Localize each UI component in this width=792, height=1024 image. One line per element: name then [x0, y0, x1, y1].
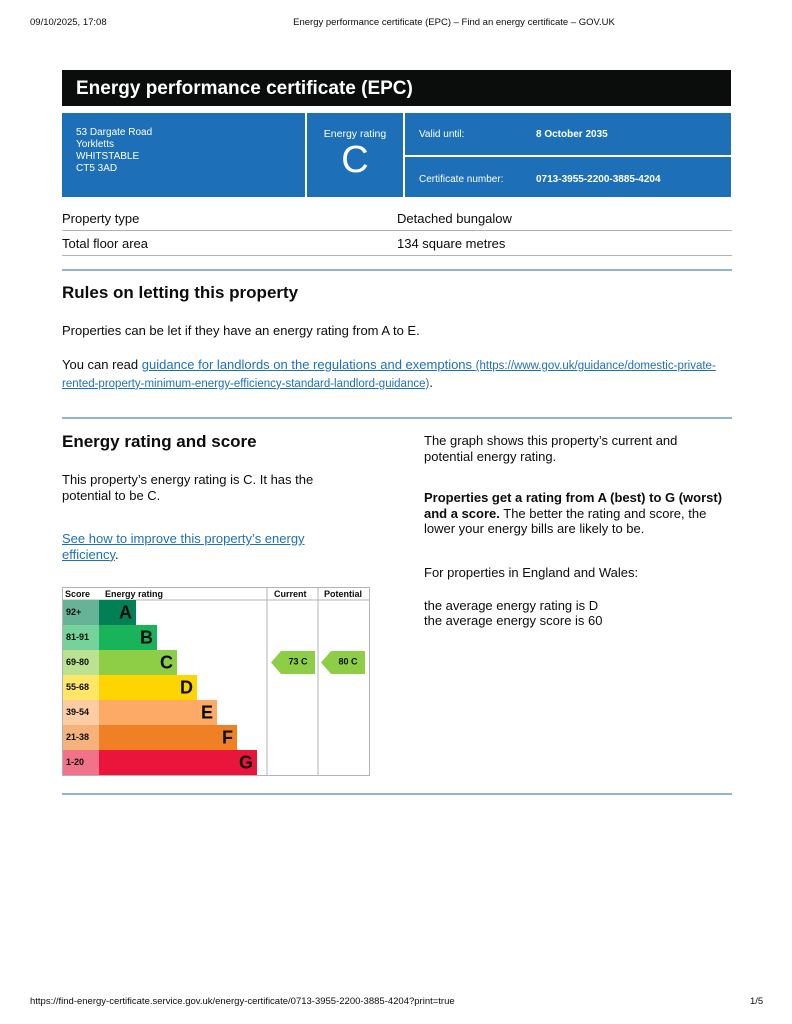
section-rule [62, 417, 732, 419]
current-label: 73 C [288, 657, 308, 667]
score-cell [63, 700, 99, 725]
band-letter: C [160, 652, 173, 672]
table-value: Detached bungalow [397, 211, 512, 226]
score-cell [63, 675, 99, 700]
guidance-link[interactable]: guidance for landlords on the regulation… [62, 357, 716, 390]
band-letter: E [201, 702, 213, 722]
section-heading: Rules on letting this property [62, 283, 299, 302]
epc-graph: Score Energy rating Current Potential 92+ A 81… [62, 587, 370, 776]
band-letter: F [222, 727, 233, 747]
paragraph: For properties in England and Wales: [424, 565, 639, 580]
text: . [429, 374, 433, 390]
band-score: 39-54 [66, 707, 89, 717]
link-url[interactable]: (https://www.gov.uk/guidance/domestic-pr… [62, 360, 716, 390]
text: The better the rating and score, the low… [424, 505, 707, 537]
band-letter: B [140, 627, 153, 647]
section-rule [62, 269, 732, 271]
paragraph: the average energy rating is D [424, 598, 599, 613]
band-score: 1-20 [66, 757, 84, 767]
graph-header: Potential [324, 589, 362, 599]
band-bar [99, 625, 157, 650]
improve-link[interactable]: See how to improve this property’s energ… [62, 531, 305, 562]
score-cell [63, 650, 99, 675]
paragraph: the average energy score is 60 [424, 613, 603, 628]
paragraph: The graph shows this property’s current … [424, 433, 678, 464]
band-bar [99, 650, 177, 675]
validity-value: 8 October 2035 [536, 129, 608, 140]
section-rule [62, 793, 732, 795]
address-line: CT5 3AD [76, 163, 118, 174]
band-bar [99, 700, 217, 725]
band-score: 55-68 [66, 682, 89, 692]
bold-text: Properties get a rating from A (best) to… [424, 490, 723, 521]
rating-label: Energy rating [323, 128, 387, 140]
validity-cell: Valid until: 8 October 2035 [405, 113, 731, 155]
paragraph: Properties get a rating from A (best) to… [424, 490, 732, 537]
band-bar [99, 600, 136, 625]
paragraph: You can read guidance for landlords on t… [62, 357, 722, 392]
current-letter: C [301, 657, 308, 667]
band-bar [99, 750, 257, 775]
table-divider [62, 230, 732, 231]
graph-header: Current [274, 589, 307, 599]
address-line: WHITSTABLE [76, 151, 140, 162]
table-value: 134 square metres [397, 236, 506, 251]
rating-letter: C [341, 139, 369, 181]
print-datetime: 09/10/2025, 17:08 [30, 17, 107, 28]
potential-letter: C [351, 657, 358, 667]
graph-frame [62, 587, 370, 776]
table-divider [62, 255, 732, 256]
address-cell: 53 Dargate Road Yorkletts WHITSTABLE CT5… [62, 113, 305, 197]
print-url: https://find-energy-certificate.service.… [30, 996, 455, 1007]
address: 53 Dargate Road Yorkletts WHITSTABLE CT5… [76, 127, 152, 175]
band-bar [99, 725, 237, 750]
text: . [115, 546, 119, 562]
band-score: 69-80 [66, 657, 89, 667]
band-score: 92+ [66, 607, 81, 617]
score-cell [63, 625, 99, 650]
current-score: 73 [288, 657, 298, 667]
link-text[interactable]: guidance for landlords on the regulation… [141, 357, 473, 372]
page-title: Energy performance certificate (EPC) [76, 78, 413, 99]
address-line: 53 Dargate Road [76, 127, 153, 138]
band-bar [99, 675, 197, 700]
certificate-label: Certificate number: [419, 174, 504, 185]
band-score: 21-38 [66, 732, 89, 742]
banner: Energy performance certificate (EPC) [62, 70, 731, 106]
score-cell [63, 600, 99, 625]
potential-arrow [321, 651, 365, 674]
band-letter: D [180, 677, 193, 697]
paragraph: See how to improve this property’s energ… [62, 531, 322, 562]
graph-header: Energy rating [105, 589, 163, 599]
certificate-value: 0713-3955-2200-3885-4204 [536, 174, 661, 185]
score-cell [63, 750, 99, 775]
certificate-cell: Certificate number: 0713-3955-2200-3885-… [405, 157, 731, 197]
print-title: Energy performance certificate (EPC) – F… [293, 17, 615, 28]
paragraph: This property’s energy rating is C. It h… [62, 472, 314, 503]
band-score: 81-91 [66, 632, 89, 642]
band-letter: G [239, 752, 253, 772]
section-heading: Energy rating and score [62, 432, 257, 451]
validity-label: Valid until: [419, 129, 465, 140]
text: You can read [62, 357, 142, 372]
rating-cell: Energy rating C [307, 113, 403, 197]
score-cell [63, 725, 99, 750]
graph-header: Score [65, 589, 90, 599]
paragraph: Properties can be let if they have an en… [62, 323, 420, 338]
potential-score: 80 [338, 657, 348, 667]
current-arrow [271, 651, 315, 674]
band-letter: A [119, 602, 132, 622]
table-label: Total floor area [62, 236, 148, 251]
potential-label: 80 C [338, 657, 358, 667]
page-number: 1/5 [750, 996, 764, 1007]
table-label: Property type [62, 211, 140, 226]
address-line: Yorkletts [76, 139, 114, 150]
